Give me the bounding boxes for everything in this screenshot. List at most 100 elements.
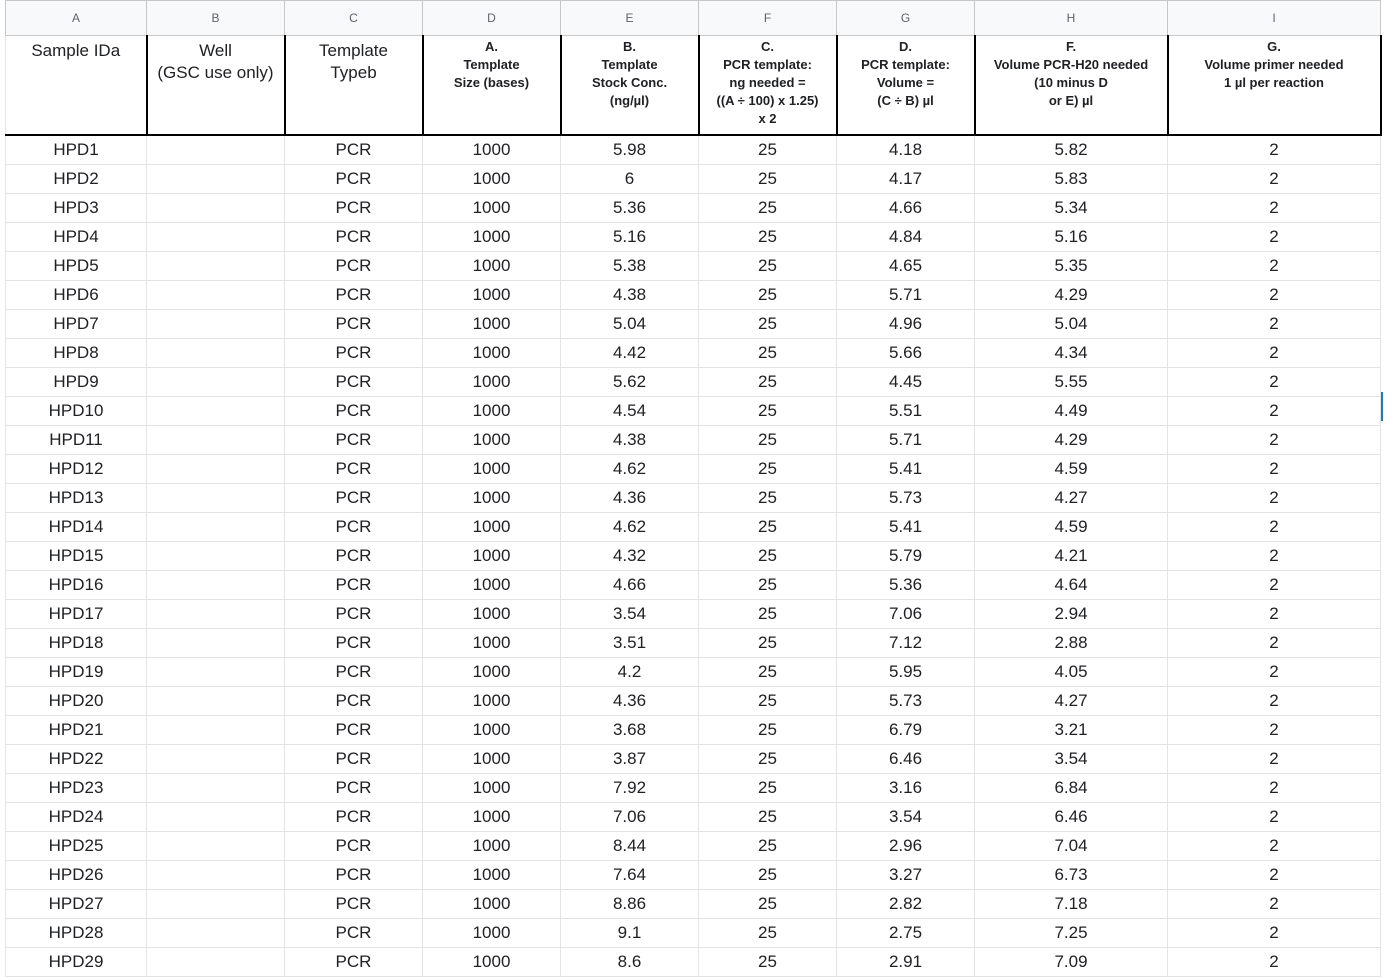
- column-header-a[interactable]: A: [5, 0, 147, 36]
- template-size-cell[interactable]: 1000: [422, 193, 561, 223]
- well-cell[interactable]: [146, 918, 285, 948]
- template-type-cell[interactable]: PCR: [284, 860, 423, 890]
- sample-id-cell[interactable]: HPD20: [5, 686, 147, 716]
- sample-id-cell[interactable]: HPD11: [5, 425, 147, 455]
- sample-id-cell[interactable]: HPD21: [5, 715, 147, 745]
- sample-id-cell[interactable]: HPD7: [5, 309, 147, 339]
- template-volume-cell[interactable]: 5.79: [836, 541, 975, 571]
- template-volume-cell[interactable]: 2.96: [836, 831, 975, 861]
- template-volume-cell[interactable]: 6.46: [836, 744, 975, 774]
- ng-needed-cell[interactable]: 25: [698, 947, 837, 977]
- template-volume-cell[interactable]: 4.17: [836, 164, 975, 194]
- sample-id-cell[interactable]: HPD1: [5, 134, 147, 165]
- water-volume-cell[interactable]: 4.29: [974, 425, 1168, 455]
- template-volume-cell[interactable]: 2.91: [836, 947, 975, 977]
- header-cell-primer-volume[interactable]: G. Volume primer needed 1 µl per reactio…: [1167, 35, 1382, 136]
- sample-id-cell[interactable]: HPD19: [5, 657, 147, 687]
- stock-conc-cell[interactable]: 3.51: [560, 628, 699, 658]
- primer-volume-cell[interactable]: 2: [1167, 367, 1381, 397]
- template-size-cell[interactable]: 1000: [422, 338, 561, 368]
- template-type-cell[interactable]: PCR: [284, 280, 423, 310]
- water-volume-cell[interactable]: 4.34: [974, 338, 1168, 368]
- sample-id-cell[interactable]: HPD4: [5, 222, 147, 252]
- water-volume-cell[interactable]: 6.84: [974, 773, 1168, 803]
- primer-volume-cell[interactable]: 2: [1167, 686, 1381, 716]
- template-type-cell[interactable]: PCR: [284, 773, 423, 803]
- ng-needed-cell[interactable]: 25: [698, 715, 837, 745]
- template-volume-cell[interactable]: 5.71: [836, 425, 975, 455]
- sample-id-cell[interactable]: HPD9: [5, 367, 147, 397]
- stock-conc-cell[interactable]: 4.36: [560, 686, 699, 716]
- column-header-h[interactable]: H: [974, 0, 1168, 36]
- template-type-cell[interactable]: PCR: [284, 309, 423, 339]
- primer-volume-cell[interactable]: 2: [1167, 309, 1381, 339]
- ng-needed-cell[interactable]: 25: [698, 686, 837, 716]
- column-header-b[interactable]: B: [146, 0, 285, 36]
- primer-volume-cell[interactable]: 2: [1167, 251, 1381, 281]
- template-size-cell[interactable]: 1000: [422, 686, 561, 716]
- sample-id-cell[interactable]: HPD25: [5, 831, 147, 861]
- template-size-cell[interactable]: 1000: [422, 541, 561, 571]
- template-type-cell[interactable]: PCR: [284, 831, 423, 861]
- stock-conc-cell[interactable]: 4.66: [560, 570, 699, 600]
- stock-conc-cell[interactable]: 6: [560, 164, 699, 194]
- primer-volume-cell[interactable]: 2: [1167, 280, 1381, 310]
- primer-volume-cell[interactable]: 2: [1167, 134, 1381, 165]
- ng-needed-cell[interactable]: 25: [698, 541, 837, 571]
- sample-id-cell[interactable]: HPD18: [5, 628, 147, 658]
- template-size-cell[interactable]: 1000: [422, 657, 561, 687]
- stock-conc-cell[interactable]: 5.38: [560, 251, 699, 281]
- stock-conc-cell[interactable]: 5.04: [560, 309, 699, 339]
- template-size-cell[interactable]: 1000: [422, 918, 561, 948]
- template-volume-cell[interactable]: 5.66: [836, 338, 975, 368]
- well-cell[interactable]: [146, 483, 285, 513]
- template-volume-cell[interactable]: 5.73: [836, 483, 975, 513]
- water-volume-cell[interactable]: 2.94: [974, 599, 1168, 629]
- primer-volume-cell[interactable]: 2: [1167, 860, 1381, 890]
- ng-needed-cell[interactable]: 25: [698, 134, 837, 165]
- well-cell[interactable]: [146, 193, 285, 223]
- stock-conc-cell[interactable]: 4.38: [560, 280, 699, 310]
- primer-volume-cell[interactable]: 2: [1167, 164, 1381, 194]
- stock-conc-cell[interactable]: 4.36: [560, 483, 699, 513]
- column-header-i[interactable]: I: [1167, 0, 1381, 36]
- template-size-cell[interactable]: 1000: [422, 425, 561, 455]
- water-volume-cell[interactable]: 4.05: [974, 657, 1168, 687]
- template-volume-cell[interactable]: 2.82: [836, 889, 975, 919]
- well-cell[interactable]: [146, 773, 285, 803]
- template-type-cell[interactable]: PCR: [284, 338, 423, 368]
- ng-needed-cell[interactable]: 25: [698, 802, 837, 832]
- water-volume-cell[interactable]: 4.21: [974, 541, 1168, 571]
- water-volume-cell[interactable]: 7.25: [974, 918, 1168, 948]
- template-type-cell[interactable]: PCR: [284, 744, 423, 774]
- template-size-cell[interactable]: 1000: [422, 628, 561, 658]
- ng-needed-cell[interactable]: 25: [698, 512, 837, 542]
- stock-conc-cell[interactable]: 8.86: [560, 889, 699, 919]
- water-volume-cell[interactable]: 4.64: [974, 570, 1168, 600]
- primer-volume-cell[interactable]: 2: [1167, 483, 1381, 513]
- water-volume-cell[interactable]: 2.88: [974, 628, 1168, 658]
- ng-needed-cell[interactable]: 25: [698, 222, 837, 252]
- template-type-cell[interactable]: PCR: [284, 628, 423, 658]
- well-cell[interactable]: [146, 860, 285, 890]
- stock-conc-cell[interactable]: 4.2: [560, 657, 699, 687]
- water-volume-cell[interactable]: 4.59: [974, 512, 1168, 542]
- template-volume-cell[interactable]: 4.84: [836, 222, 975, 252]
- stock-conc-cell[interactable]: 9.1: [560, 918, 699, 948]
- water-volume-cell[interactable]: 4.27: [974, 483, 1168, 513]
- primer-volume-cell[interactable]: 2: [1167, 831, 1381, 861]
- stock-conc-cell[interactable]: 4.54: [560, 396, 699, 426]
- template-volume-cell[interactable]: 5.71: [836, 280, 975, 310]
- stock-conc-cell[interactable]: 7.92: [560, 773, 699, 803]
- water-volume-cell[interactable]: 5.35: [974, 251, 1168, 281]
- ng-needed-cell[interactable]: 25: [698, 744, 837, 774]
- template-size-cell[interactable]: 1000: [422, 831, 561, 861]
- ng-needed-cell[interactable]: 25: [698, 309, 837, 339]
- primer-volume-cell[interactable]: 2: [1167, 541, 1381, 571]
- ng-needed-cell[interactable]: 25: [698, 860, 837, 890]
- sample-id-cell[interactable]: HPD23: [5, 773, 147, 803]
- stock-conc-cell[interactable]: 7.64: [560, 860, 699, 890]
- sample-id-cell[interactable]: HPD15: [5, 541, 147, 571]
- ng-needed-cell[interactable]: 25: [698, 367, 837, 397]
- water-volume-cell[interactable]: 4.29: [974, 280, 1168, 310]
